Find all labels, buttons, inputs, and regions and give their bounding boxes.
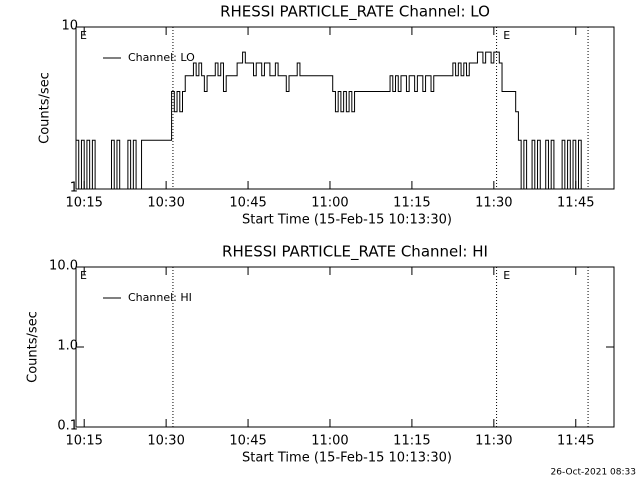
x-tick-label: 11:00: [311, 196, 348, 211]
timestamp: 26-Oct-2021 08:33: [551, 468, 636, 478]
plot-frame: [75, 26, 615, 190]
x-tick-label: 10:45: [229, 196, 266, 211]
y-axis-label: Counts/sec: [38, 72, 53, 144]
x-tick-label: 10:15: [65, 434, 102, 449]
y-tick-label: 10: [61, 19, 78, 34]
y-tick-label: 10.0: [49, 259, 78, 274]
x-tick-label: 10:45: [229, 434, 266, 449]
chart-title: RHESSI PARTICLE_RATE Channel: HI: [222, 243, 488, 262]
x-tick-label: 11:30: [475, 434, 512, 449]
data-line: [76, 51, 582, 189]
x-tick-label: 10:30: [147, 196, 184, 211]
x-axis-label: Start Time (15-Feb-15 10:13:30): [242, 451, 452, 466]
x-tick-label: 11:00: [311, 434, 348, 449]
x-axis-label: Start Time (15-Feb-15 10:13:30): [242, 213, 452, 228]
annotation: E: [503, 269, 510, 282]
y-axis-label: Counts/sec: [26, 311, 41, 383]
x-tick-label: 11:15: [393, 196, 430, 211]
y-tick-label: 1: [70, 181, 78, 196]
y-tick-label: 0.1: [57, 419, 78, 434]
x-tick-label: 11:45: [557, 434, 594, 449]
x-tick-label: 10:30: [147, 434, 184, 449]
y-tick-label: 1.0: [57, 339, 78, 354]
legend-label: Channel: HI: [128, 291, 192, 304]
x-tick-label: 10:15: [65, 196, 102, 211]
annotation: E: [80, 29, 87, 42]
x-tick-label: 11:30: [475, 196, 512, 211]
x-tick-label: 11:15: [393, 434, 430, 449]
x-tick-label: 11:45: [557, 196, 594, 211]
annotation: E: [80, 269, 87, 282]
chart-title: RHESSI PARTICLE_RATE Channel: LO: [220, 3, 490, 22]
annotation: E: [503, 29, 510, 42]
legend-label: Channel: LO: [128, 51, 195, 64]
